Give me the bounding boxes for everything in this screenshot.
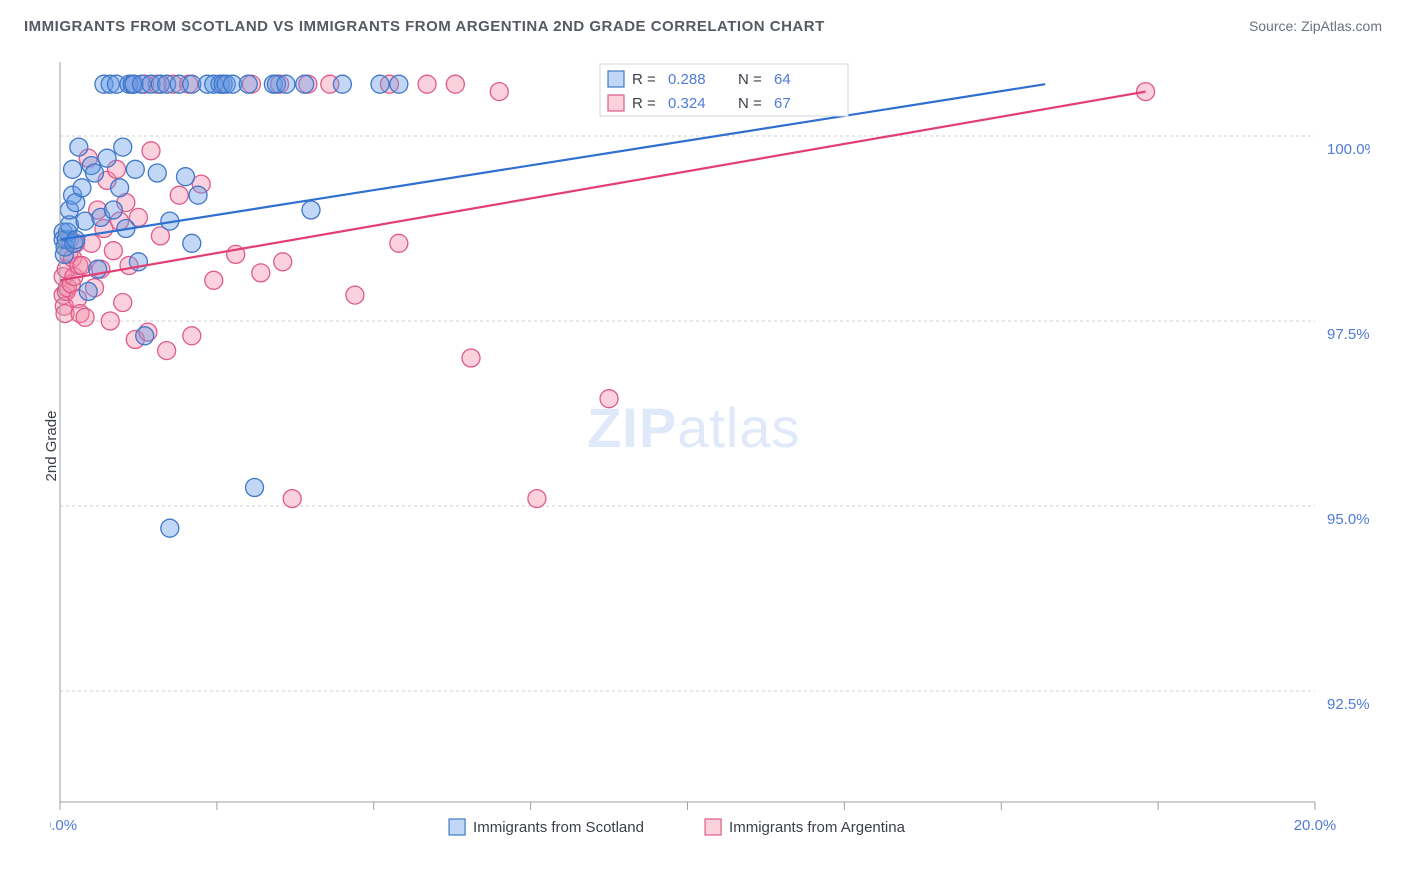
data-point bbox=[111, 179, 129, 197]
source-label: Source: ZipAtlas.com bbox=[1249, 18, 1382, 34]
data-point bbox=[274, 253, 292, 271]
chart-title: IMMIGRANTS FROM SCOTLAND VS IMMIGRANTS F… bbox=[24, 18, 825, 35]
legend-swatch bbox=[449, 819, 465, 835]
data-point bbox=[490, 83, 508, 101]
data-point bbox=[67, 231, 85, 249]
legend-n-value: 64 bbox=[774, 71, 791, 88]
data-point bbox=[170, 186, 188, 204]
data-point bbox=[390, 75, 408, 93]
data-point bbox=[346, 286, 364, 304]
legend-swatch bbox=[608, 71, 624, 87]
data-point bbox=[246, 479, 264, 497]
legend-series-label: Immigrants from Scotland bbox=[473, 819, 644, 836]
watermark: ZIPatlas bbox=[587, 396, 800, 459]
y-tick-label: 100.0% bbox=[1327, 141, 1370, 158]
data-point bbox=[333, 75, 351, 93]
data-point bbox=[104, 242, 122, 260]
data-point bbox=[283, 490, 301, 508]
data-point bbox=[183, 327, 201, 345]
data-point bbox=[296, 75, 314, 93]
data-point bbox=[86, 164, 104, 182]
data-point bbox=[177, 168, 195, 186]
data-point bbox=[73, 257, 91, 275]
data-point bbox=[70, 138, 88, 156]
legend-swatch bbox=[608, 95, 624, 111]
data-point bbox=[136, 327, 154, 345]
legend-r-label: R = bbox=[632, 71, 656, 88]
legend-n-label: N = bbox=[738, 71, 762, 88]
y-tick-label: 92.5% bbox=[1327, 696, 1370, 713]
x-tick-label: 0.0% bbox=[50, 817, 77, 834]
data-point bbox=[600, 390, 618, 408]
scatter-chart: 92.5% 95.0% 97.5% 100.0% ZIPatlas 0.0% 20.0% R … bbox=[50, 50, 1370, 850]
legend-n-value: 67 bbox=[774, 95, 791, 112]
data-point bbox=[390, 234, 408, 252]
data-point bbox=[158, 342, 176, 360]
data-point bbox=[277, 75, 295, 93]
data-point bbox=[418, 75, 436, 93]
legend-series-label: Immigrants from Argentina bbox=[729, 819, 906, 836]
data-point bbox=[114, 138, 132, 156]
data-point bbox=[161, 519, 179, 537]
data-point bbox=[76, 212, 94, 230]
legend-n-label: N = bbox=[738, 95, 762, 112]
data-point bbox=[252, 264, 270, 282]
data-point bbox=[79, 282, 97, 300]
trend-line bbox=[60, 84, 1045, 239]
data-point bbox=[446, 75, 464, 93]
data-point bbox=[205, 271, 223, 289]
data-point bbox=[142, 142, 160, 160]
data-point bbox=[462, 349, 480, 367]
data-point bbox=[239, 75, 257, 93]
trend-line bbox=[60, 92, 1146, 281]
legend-r-value: 0.288 bbox=[668, 71, 706, 88]
data-point bbox=[126, 160, 144, 178]
chart-container: 92.5%95.0%97.5%100.0%ZIPatlas0.0%20.0%R … bbox=[50, 50, 1370, 830]
data-point bbox=[76, 308, 94, 326]
data-point bbox=[148, 164, 166, 182]
data-point bbox=[98, 149, 116, 167]
x-tick-label: 20.0% bbox=[1294, 817, 1337, 834]
data-point bbox=[104, 201, 122, 219]
data-point bbox=[528, 490, 546, 508]
data-point bbox=[114, 294, 132, 312]
y-tick-label: 95.0% bbox=[1327, 511, 1370, 528]
data-point bbox=[189, 186, 207, 204]
data-point bbox=[64, 160, 82, 178]
legend-r-value: 0.324 bbox=[668, 95, 706, 112]
data-point bbox=[82, 234, 100, 252]
y-tick-label: 97.5% bbox=[1327, 326, 1370, 343]
data-point bbox=[371, 75, 389, 93]
data-point bbox=[101, 312, 119, 330]
data-point bbox=[73, 179, 91, 197]
legend-r-label: R = bbox=[632, 95, 656, 112]
legend-swatch bbox=[705, 819, 721, 835]
data-point bbox=[302, 201, 320, 219]
data-point bbox=[183, 234, 201, 252]
